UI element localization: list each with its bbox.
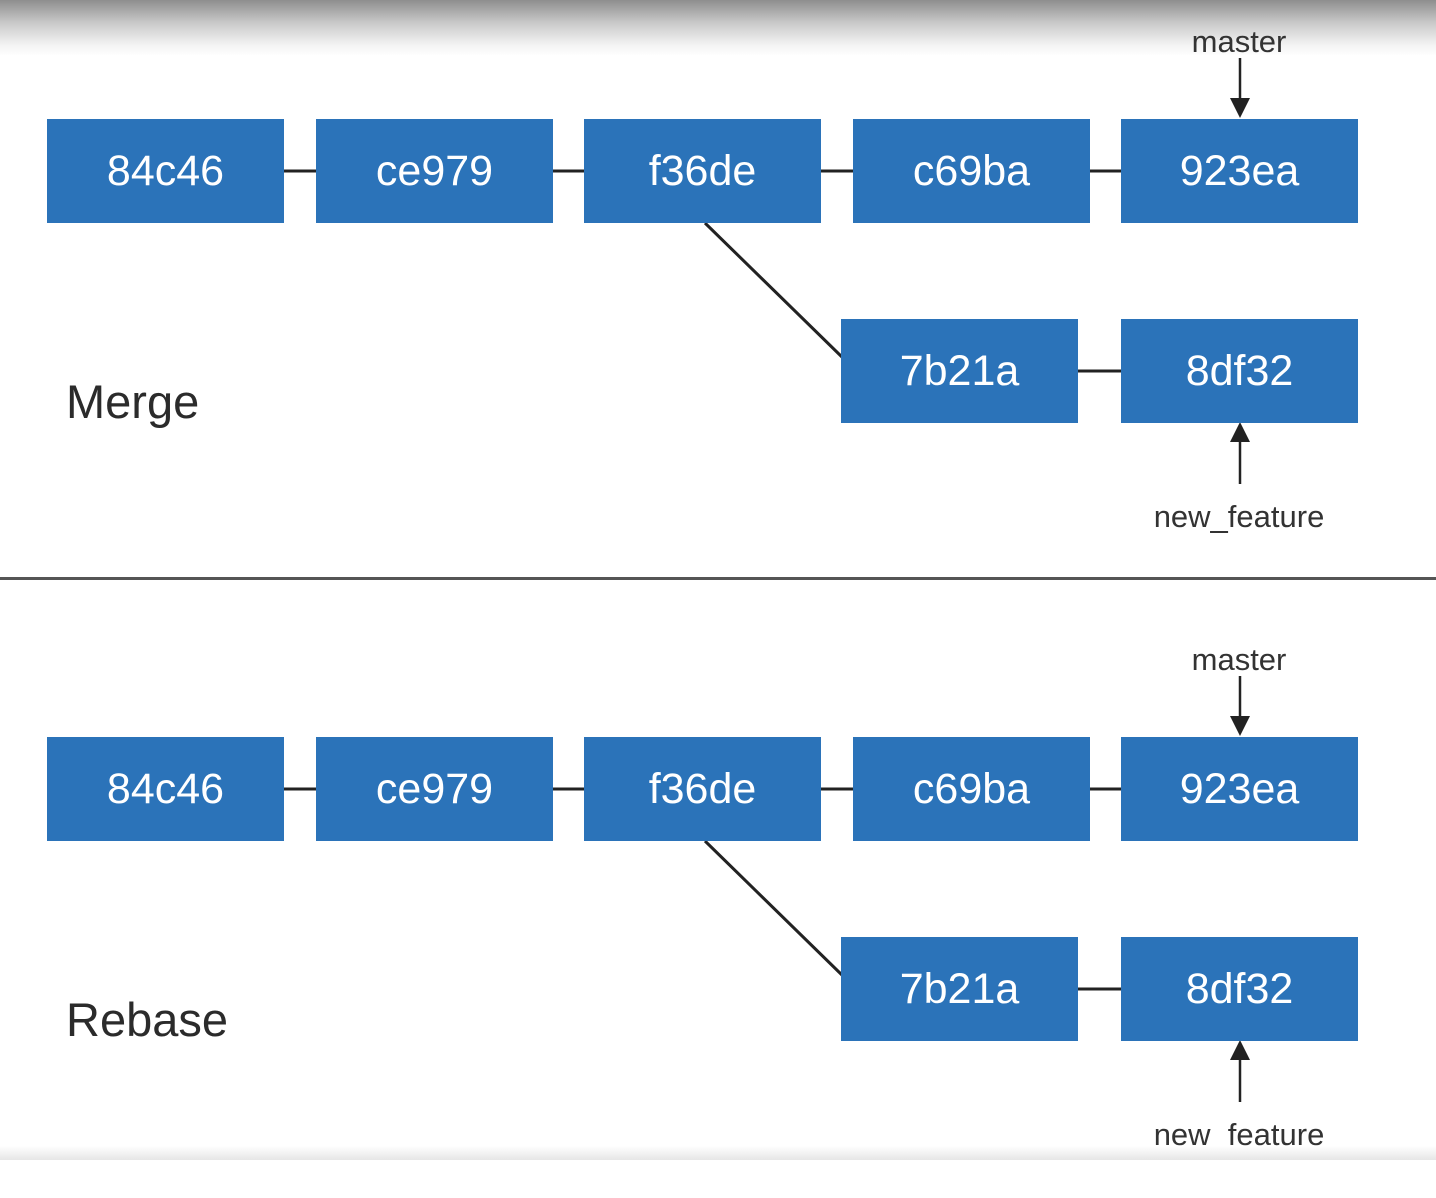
merge-connectors <box>284 58 1250 484</box>
commit-node: c69ba <box>853 119 1090 223</box>
commit-node: c69ba <box>853 737 1090 841</box>
rebase-connectors <box>284 676 1250 1102</box>
commit-node: 84c46 <box>47 737 284 841</box>
section-divider <box>0 577 1436 580</box>
commit-node: 7b21a <box>841 319 1078 423</box>
commit-node: 8df32 <box>1121 937 1358 1041</box>
master-branch-label: master <box>1191 642 1287 677</box>
commit-node: f36de <box>584 119 821 223</box>
commit-node: 84c46 <box>47 119 284 223</box>
commit-node: f36de <box>584 737 821 841</box>
window-bottom-shade <box>0 1146 1436 1160</box>
commit-node: ce979 <box>316 119 553 223</box>
merge-diagram: 84c46 ce979 f36de c69ba 923ea 7b21a 8df3… <box>0 0 1436 580</box>
section-title: Merge <box>66 375 200 428</box>
commit-node: 7b21a <box>841 937 1078 1041</box>
commit-node: 8df32 <box>1121 319 1358 423</box>
section-title: Rebase <box>66 993 228 1046</box>
feature-branch-label: new_feature <box>1153 499 1325 534</box>
rebase-diagram: 84c46 ce979 f36de c69ba 923ea 7b21a 8df3… <box>0 618 1436 1198</box>
edge-f36de-7b21a <box>703 839 845 978</box>
edge-f36de-7b21a <box>703 221 845 360</box>
commit-node: 923ea <box>1121 737 1358 841</box>
window-top-shade <box>0 0 1436 56</box>
commit-node: 923ea <box>1121 119 1358 223</box>
master-branch-label: master <box>1191 24 1287 59</box>
commit-node: ce979 <box>316 737 553 841</box>
